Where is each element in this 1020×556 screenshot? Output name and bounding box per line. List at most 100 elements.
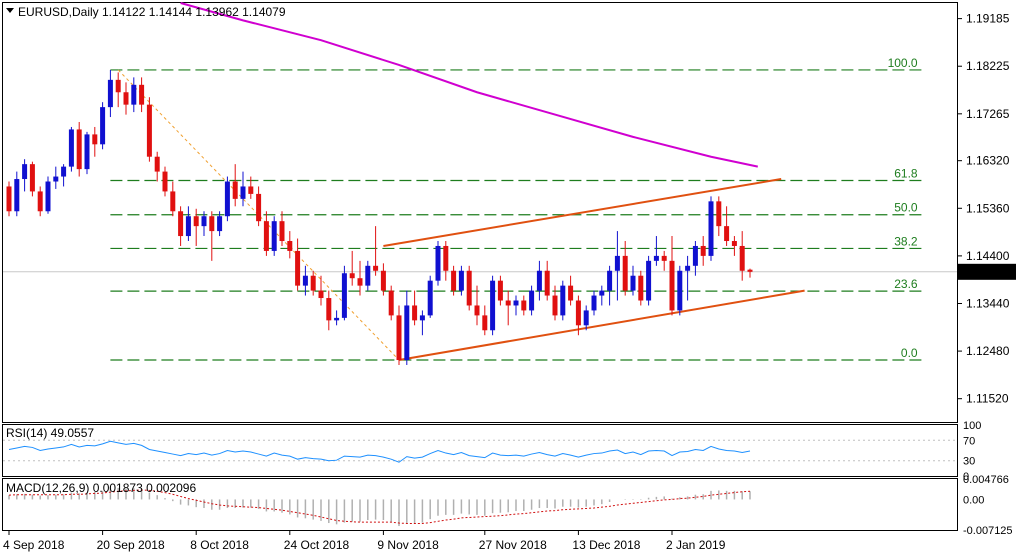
candle-body <box>139 84 145 105</box>
candle-body <box>700 245 706 256</box>
x-tick-label: 2 Jan 2019 <box>666 538 726 552</box>
candle-body <box>131 84 137 105</box>
candle-body <box>302 275 308 286</box>
y-tick-label: 1.15360 <box>966 201 1010 215</box>
triangle-down-icon[interactable] <box>6 8 14 13</box>
candle-body <box>193 216 199 227</box>
candle-body <box>100 107 106 145</box>
candle-body <box>404 305 410 361</box>
macd-tick-label: 0.00 <box>963 494 984 506</box>
fib-level-label: 61.8 <box>894 167 918 181</box>
fib-level-label: 50.0 <box>894 201 918 215</box>
candle-body <box>185 216 191 237</box>
candle-body <box>614 255 620 271</box>
candle-body <box>716 201 722 227</box>
y-tick-label: 1.18225 <box>966 59 1010 73</box>
candle-body <box>279 221 285 242</box>
x-tick-label: 4 Sep 2018 <box>3 538 65 552</box>
candle-body <box>685 265 691 271</box>
candle-body <box>482 315 488 331</box>
candle-body <box>123 92 129 105</box>
x-tick-label: 8 Oct 2018 <box>190 538 249 552</box>
candle-body <box>115 79 121 93</box>
y-tick-label: 1.16320 <box>966 154 1010 168</box>
candle-body <box>263 221 269 251</box>
rsi-tick-label: 70 <box>963 435 975 447</box>
candle-body <box>45 181 51 212</box>
fib-level-label: 0.0 <box>901 346 918 360</box>
candle-body <box>318 290 324 299</box>
candle-body <box>724 226 730 242</box>
candle-body <box>287 241 293 251</box>
candle-body <box>396 315 402 361</box>
candle-body <box>521 300 527 311</box>
x-tick-label: 13 Dec 2018 <box>572 538 640 552</box>
fib-level-label: 23.6 <box>894 277 918 291</box>
macd-panel-frame <box>2 478 958 531</box>
candle-body <box>271 221 277 251</box>
candle-body <box>490 280 496 331</box>
candle-body <box>599 290 605 296</box>
fib-level-label: 100.0 <box>888 56 918 70</box>
y-tick-label: 1.11520 <box>966 392 1009 406</box>
candle-body <box>638 275 644 301</box>
candle-body <box>646 260 652 301</box>
candle-body <box>146 104 152 157</box>
symbol-label: EURUSD,Daily <box>18 5 99 19</box>
candle-body <box>84 134 90 170</box>
candle-body <box>6 186 12 212</box>
candle-body <box>443 245 449 271</box>
candle-body <box>544 270 550 296</box>
candle-body <box>661 255 667 261</box>
x-tick-label: 27 Nov 2018 <box>479 538 547 552</box>
candle-body <box>162 171 168 192</box>
y-tick-label: 1.17265 <box>966 107 1010 121</box>
y-tick-label: 1.13440 <box>966 296 1010 310</box>
candle-body <box>731 241 737 246</box>
candle-body <box>560 285 566 316</box>
candle-body <box>435 245 441 281</box>
candle-body <box>388 290 394 316</box>
candle-body <box>419 315 425 321</box>
candle-body <box>497 280 503 301</box>
candle-body <box>29 164 35 192</box>
rsi-tick-label: 0 <box>963 471 969 483</box>
macd-tick-label: 0.004766 <box>963 474 1009 486</box>
rsi-tick-label: 30 <box>963 456 975 468</box>
candle-body <box>357 278 363 286</box>
moving-average-line <box>180 2 759 168</box>
y-tick-label: 1.12480 <box>966 344 1010 358</box>
x-tick-label: 9 Nov 2018 <box>377 538 439 552</box>
candle-body <box>341 273 347 318</box>
candle-body <box>380 270 386 291</box>
candle-body <box>61 166 67 177</box>
candle-body <box>92 134 98 145</box>
y-tick-label: 1.14400 <box>966 249 1010 263</box>
candle-body <box>178 211 184 237</box>
candle-body <box>622 255 628 291</box>
candle-body <box>630 275 636 291</box>
candle-body <box>669 260 675 311</box>
candle-body <box>529 290 535 311</box>
candle-body <box>217 216 223 232</box>
candle-body <box>256 193 262 222</box>
candle-body <box>326 298 332 321</box>
candle-body <box>373 265 379 271</box>
candle-body <box>607 270 613 291</box>
channel-lower-line <box>398 289 805 362</box>
candle-body <box>575 300 581 326</box>
candle-body <box>170 191 176 212</box>
candle-body <box>154 156 160 172</box>
rsi-line <box>8 440 751 463</box>
candle-body <box>583 310 589 326</box>
candle-body <box>14 179 20 212</box>
candle-body <box>349 273 355 279</box>
rsi-panel-frame <box>2 424 958 477</box>
candle-body <box>201 216 207 227</box>
candle-body <box>513 300 519 306</box>
candle-body <box>708 201 714 256</box>
candle-body <box>692 245 698 266</box>
x-tick-label: 24 Oct 2018 <box>284 538 350 552</box>
candle-body <box>568 285 574 301</box>
